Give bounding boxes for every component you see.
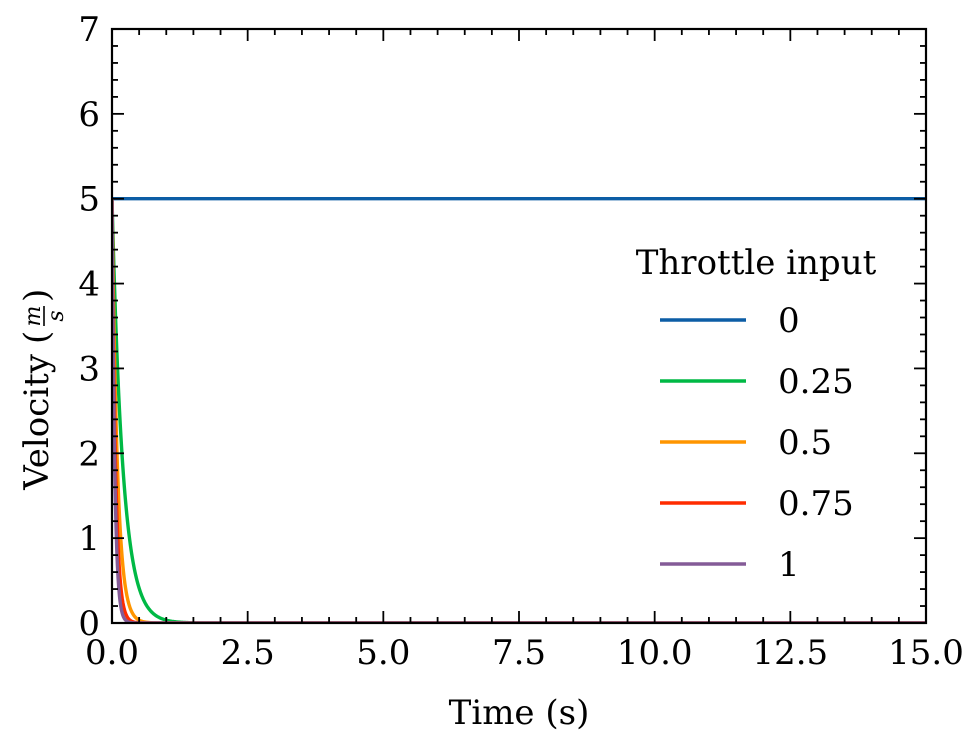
legend-title: Throttle input (636, 243, 877, 283)
y-tick-label: 6 (78, 95, 100, 135)
y-axis-unit-numerator: m (21, 306, 46, 327)
legend-label-3: 0.75 (778, 484, 854, 524)
plot-frame (110, 27, 928, 625)
legend-label-0: 0 (778, 301, 800, 341)
ticks-layer (111, 28, 927, 624)
x-tick-label: 5.0 (356, 633, 410, 673)
x-tick-label: 15.0 (888, 633, 964, 673)
x-tick-label: 7.5 (492, 633, 546, 673)
legend-items: 0 0.25 0.5 0.75 1 (660, 301, 854, 585)
x-tick-label: 10.0 (617, 633, 693, 673)
legend-label-2: 0.5 (778, 423, 832, 463)
y-axis-label-close-paren: ) (17, 289, 57, 302)
y-axis-label: Velocity ( m s ) (17, 289, 69, 491)
x-tick-label: 0.0 (85, 633, 139, 673)
x-tick-label: 2.5 (221, 633, 275, 673)
y-tick-label: 2 (78, 434, 100, 474)
y-tick-label: 5 (78, 180, 100, 220)
y-tick-label: 1 (78, 519, 100, 559)
y-axis-unit-denominator: s (44, 310, 69, 321)
legend-label-1: 0.25 (778, 362, 854, 402)
y-tick-label: 3 (78, 349, 100, 389)
y-axis-label-open-paren: ( (17, 331, 57, 344)
legend: Throttle input 0 0.25 0.5 0.75 1 (636, 243, 877, 585)
y-tick-label: 4 (78, 265, 100, 305)
y-tick-label: 0 (78, 604, 100, 644)
x-tick-label: 12.5 (752, 633, 828, 673)
y-axis-label-text: Velocity (17, 353, 57, 490)
x-axis-label: Time (s) (449, 693, 590, 733)
tick-labels-layer: 0.0 2.5 5.0 7.5 10.0 12.5 15.0 0 1 2 3 4 5 6 7 (78, 10, 963, 673)
legend-label-4: 1 (778, 545, 800, 585)
y-tick-label: 7 (78, 10, 100, 50)
